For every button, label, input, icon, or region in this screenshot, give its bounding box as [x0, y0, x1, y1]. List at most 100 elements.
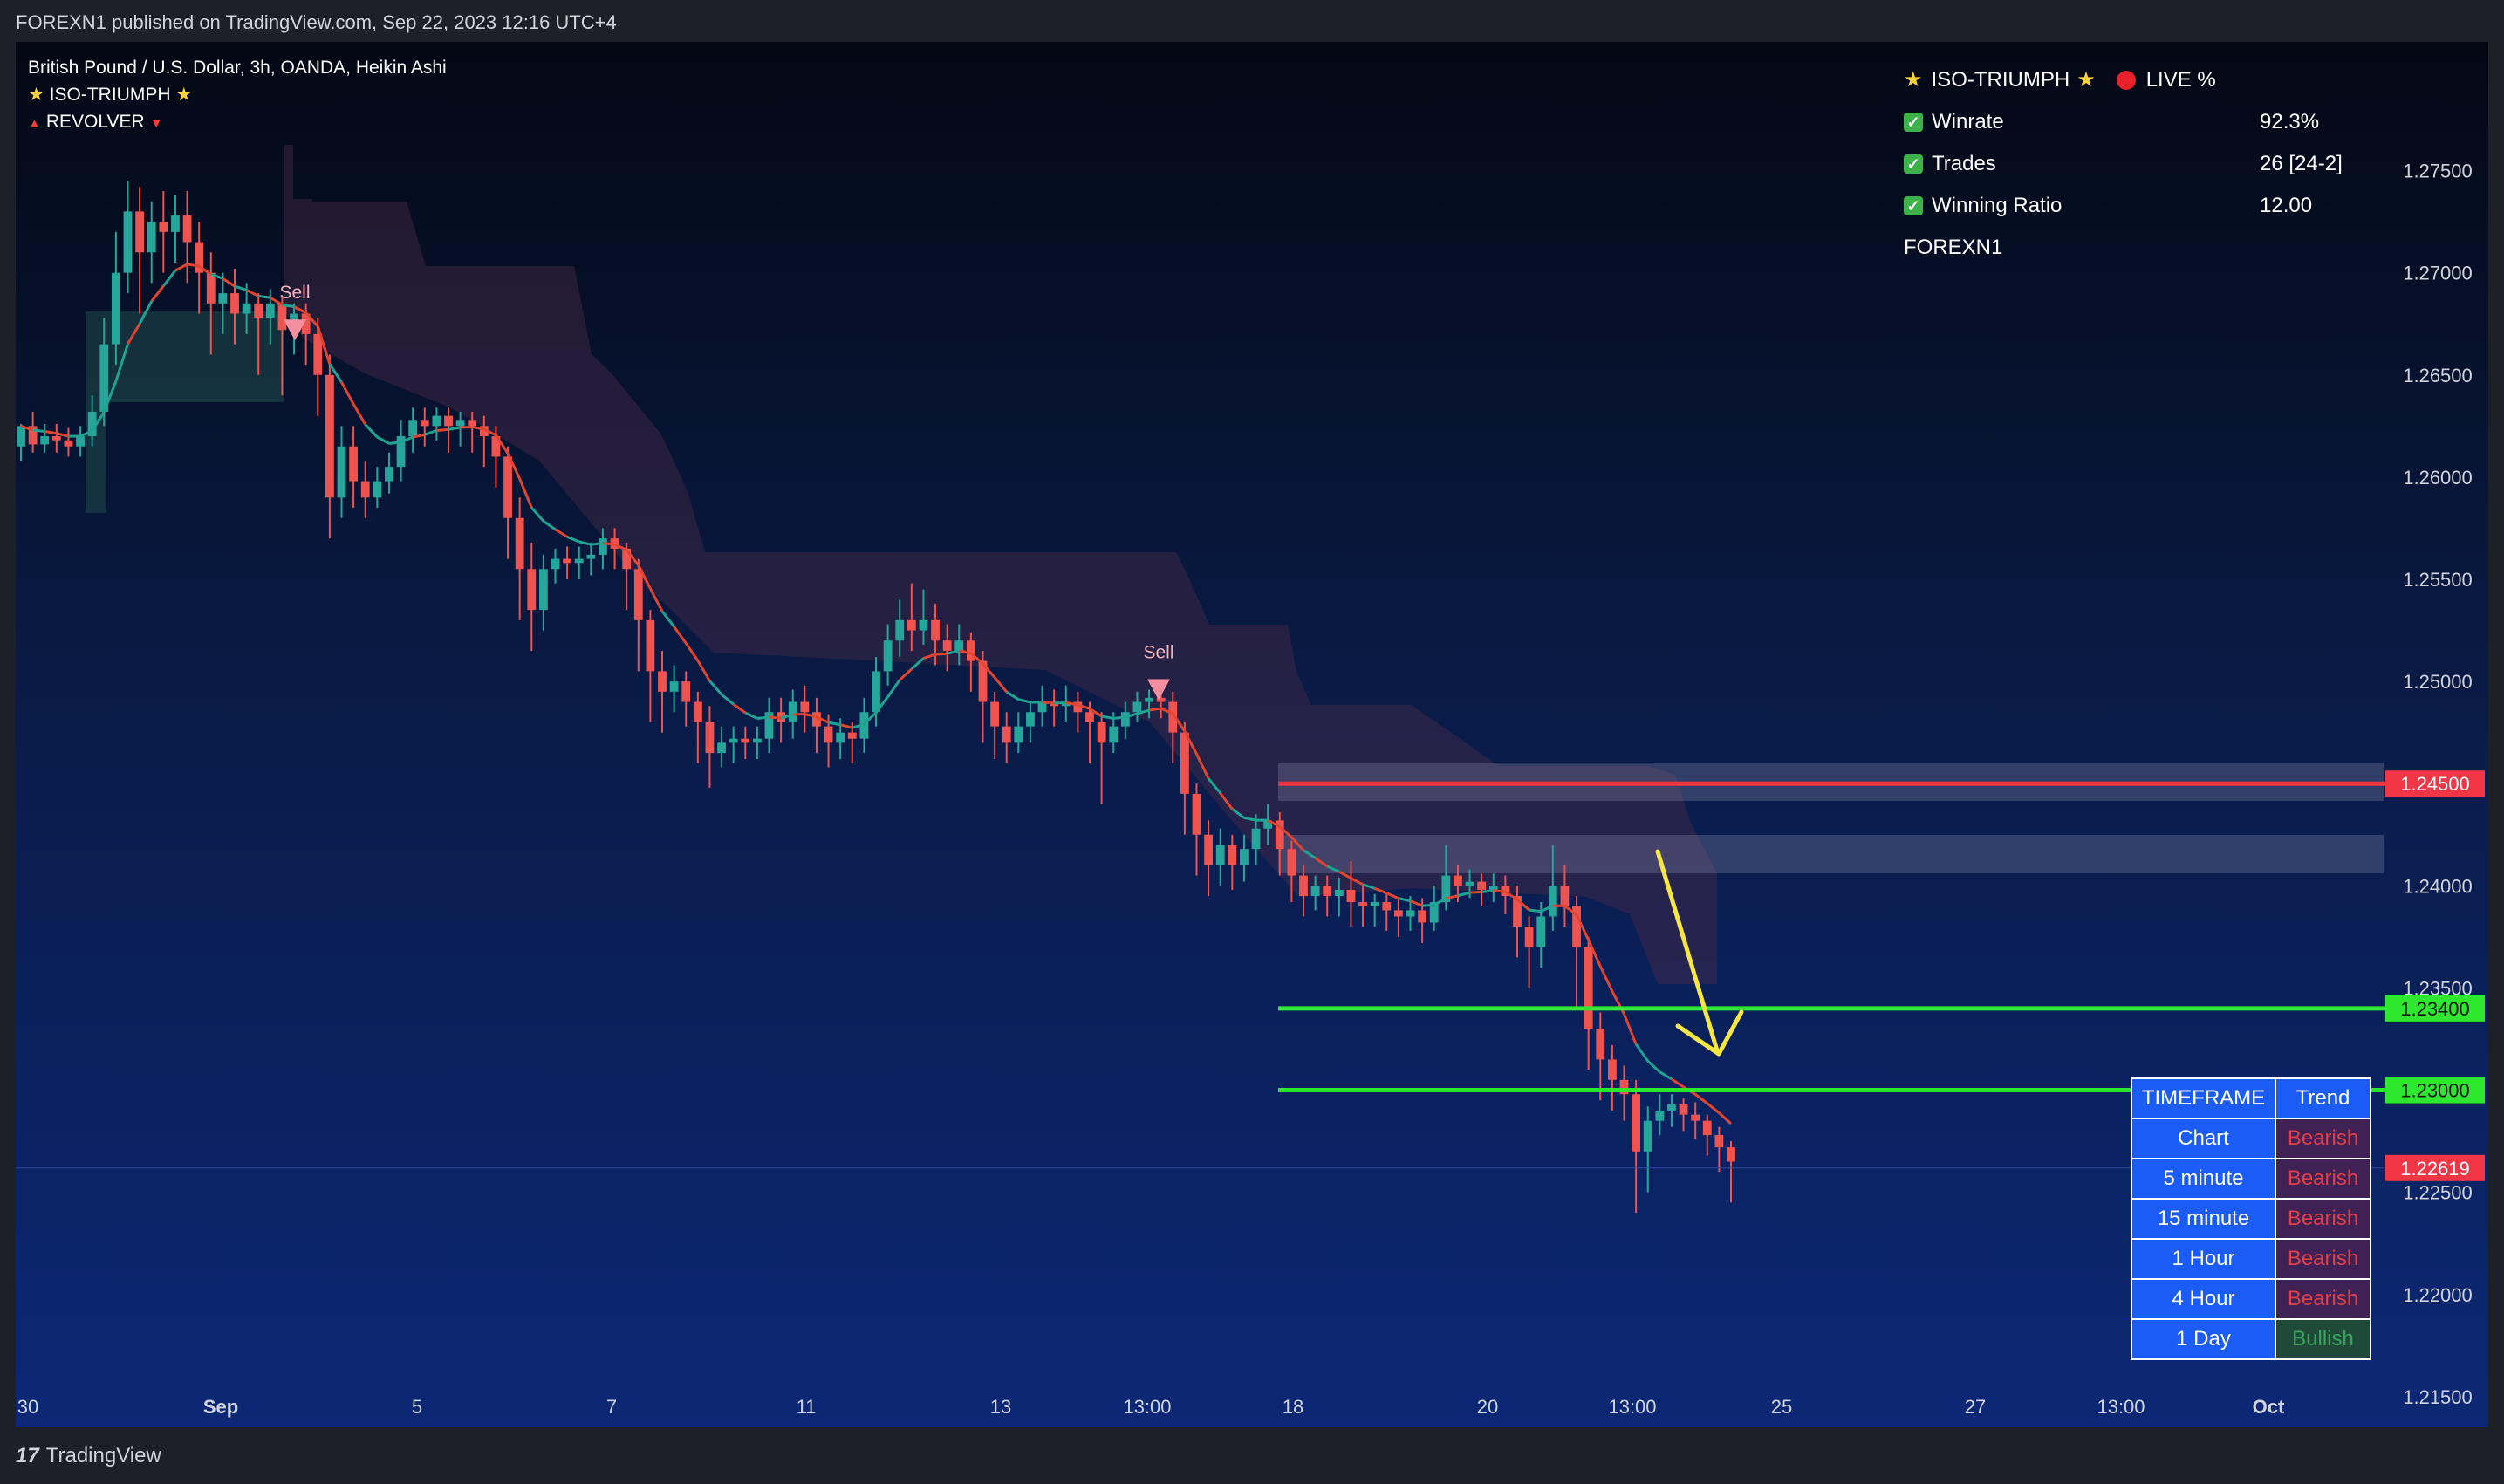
time-tick-label: 5: [412, 1396, 422, 1418]
candle-body: [812, 712, 821, 727]
candle-body: [1393, 910, 1403, 917]
trend-line-segment: [340, 381, 355, 405]
level-price-box: [2385, 995, 2485, 1022]
top-bar: FOREXN1 published on TradingView.com, Se…: [0, 0, 2504, 42]
price-tick-label: 1.22000: [2403, 1284, 2473, 1306]
candle-body: [622, 548, 632, 570]
candle-body: [633, 569, 643, 620]
trend-line-segment: [1409, 899, 1423, 907]
trend-timeframe: Chart: [2131, 1118, 2276, 1159]
trend-line-segment: [20, 424, 34, 432]
candle-body: [1120, 712, 1130, 727]
candle-body: [1727, 1147, 1735, 1162]
trend-table: TIMEFRAME Trend Chart Bearish 5 minute B…: [2131, 1077, 2371, 1360]
candle-body: [230, 293, 239, 314]
trend-row: 5 minute Bearish: [2131, 1158, 2371, 1200]
stats-title: ISO-TRIUMPH: [1931, 68, 2070, 92]
candle-body: [1429, 902, 1439, 923]
trend-timeframe: 15 minute: [2131, 1198, 2276, 1240]
trend-line-segment: [1646, 1060, 1661, 1073]
candle-body: [1026, 712, 1035, 727]
trend-line-segment: [471, 426, 485, 431]
trend-line-segment: [1183, 730, 1198, 756]
trend-line-segment: [400, 435, 414, 444]
candle-body: [479, 426, 489, 437]
trend-line-segment: [174, 263, 188, 272]
trend-line-segment: [649, 587, 664, 612]
trend-line-segment: [969, 652, 984, 665]
candle-body: [847, 732, 857, 739]
chart-area[interactable]: 1.27500 1.27000 1.26500 1.26000 1.25500 1.250…: [16, 42, 2488, 1427]
candle-body: [1584, 947, 1593, 1029]
trend-value: Bearish: [2275, 1238, 2371, 1280]
time-tick-label: Sep: [203, 1396, 238, 1418]
trend-line-segment: [1326, 865, 1340, 873]
stats-row-winrate: ✓ Winrate 92.3%: [1904, 101, 2392, 143]
trend-line-segment: [1113, 715, 1126, 720]
checkmark-icon: ✓: [1904, 113, 1923, 132]
trend-line-segment: [388, 441, 401, 445]
candle-body: [764, 712, 774, 739]
trend-line-segment: [1623, 1013, 1638, 1045]
trend-line-segment: [828, 721, 841, 727]
trend-line-segment: [1137, 708, 1150, 715]
candle-body: [64, 440, 73, 447]
candle-body: [646, 619, 655, 672]
trend-line-segment: [506, 453, 522, 480]
trend-line-segment: [1504, 890, 1518, 901]
trend-line-segment: [792, 712, 805, 716]
time-tick-label: 7: [606, 1396, 617, 1418]
candle-body: [1560, 886, 1570, 906]
trend-line-segment: [756, 715, 770, 720]
trend-line-segment: [270, 296, 284, 306]
candle-body: [1370, 902, 1379, 906]
candle-body: [551, 558, 560, 570]
candle-body: [919, 619, 928, 631]
trend-row: 4 Hour Bearish: [2131, 1278, 2371, 1320]
current-price-box: [2385, 1154, 2485, 1181]
resistance-zone: [1278, 835, 2384, 873]
candle-body: [40, 436, 50, 445]
trend-line-segment: [1671, 1077, 1685, 1089]
candle-body: [277, 303, 287, 331]
candle-body: [1477, 881, 1487, 891]
trend-line-segment: [530, 506, 545, 523]
price-chart[interactable]: 1.27500 1.27000 1.26500 1.26000 1.25500 1.250…: [16, 42, 2488, 1427]
candle-body: [1382, 902, 1392, 911]
trend-line-segment: [210, 273, 223, 280]
price-tick-label: 1.22500: [2403, 1182, 2473, 1204]
candle-body: [1441, 875, 1451, 903]
indicator-revolver[interactable]: ▲ REVOLVER ▼: [28, 108, 447, 137]
candle-body: [206, 272, 216, 304]
trend-line-segment: [32, 428, 45, 434]
trend-line-segment: [1101, 715, 1114, 720]
trend-line-segment: [293, 305, 307, 314]
trend-line-segment: [328, 363, 343, 383]
candle-body: [337, 446, 346, 498]
trend-value: Bullish: [2275, 1318, 2371, 1360]
trend-line-segment: [958, 649, 972, 654]
trend-line-segment: [1125, 712, 1138, 719]
candle-body: [242, 303, 251, 314]
trend-line-segment: [721, 693, 735, 706]
candle-body: [717, 742, 726, 754]
candle-body: [147, 222, 156, 253]
trend-timeframe: 5 minute: [2131, 1158, 2276, 1200]
candle-body: [76, 436, 85, 447]
candle-body: [538, 569, 548, 611]
symbol-line[interactable]: British Pound / U.S. Dollar, 3h, OANDA, …: [28, 58, 447, 78]
candle-body: [1132, 701, 1142, 713]
trend-line-segment: [518, 478, 533, 509]
time-tick-label: 13: [990, 1396, 1011, 1418]
trend-line-segment: [732, 703, 747, 715]
indicator-iso-triumph[interactable]: ★ ISO-TRIUMPH ★: [28, 81, 447, 108]
candle-body: [1109, 726, 1119, 743]
candle-body: [1572, 906, 1581, 947]
trend-line-segment: [56, 432, 69, 438]
candle-body: [574, 558, 584, 564]
tradingview-logo[interactable]: 17 TradingView: [16, 1444, 161, 1468]
star-icon: ★: [2076, 68, 2096, 92]
stats-value: 12.00: [2260, 194, 2313, 217]
trend-line-segment: [1338, 870, 1352, 880]
candle-body: [503, 456, 512, 518]
